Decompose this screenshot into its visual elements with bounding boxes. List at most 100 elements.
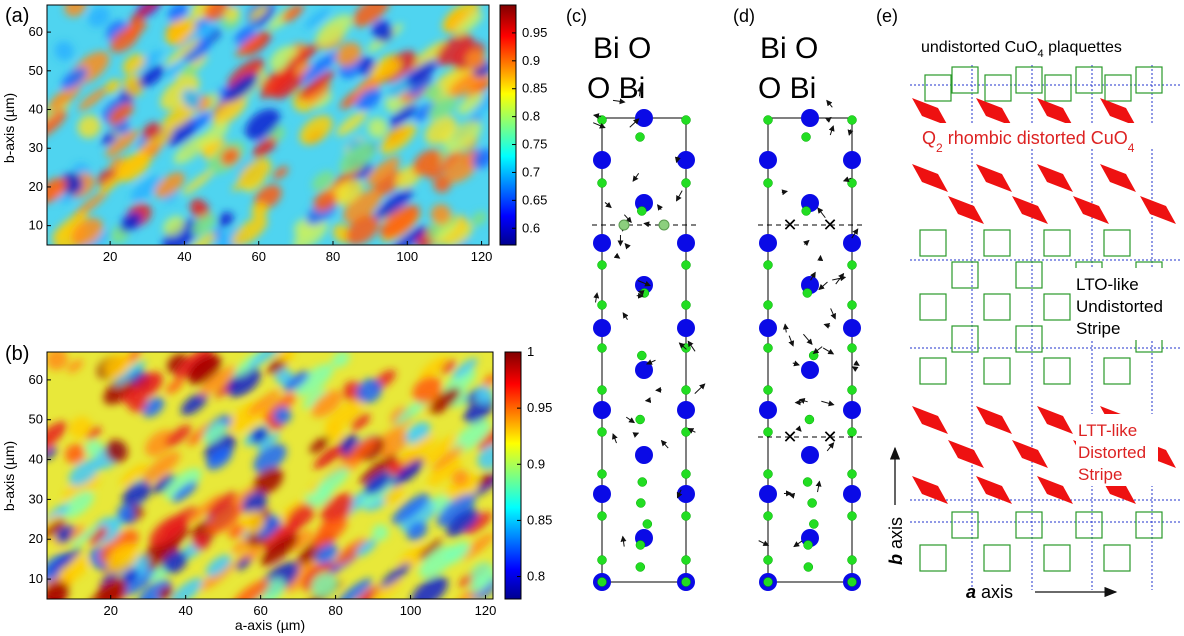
bi-atom: [593, 401, 611, 419]
heat-blob: [286, 503, 315, 529]
heat-blob: [71, 217, 104, 245]
y-tick-label-b: 20: [29, 531, 43, 546]
heat-blob: [142, 122, 162, 140]
heat-blob: [269, 69, 304, 99]
bi-atom: [759, 234, 777, 252]
colorbar-tick-label-a: 0.85: [522, 81, 547, 96]
heat-blob: [187, 494, 223, 523]
cross-mark: ✕: [782, 427, 797, 447]
vacant-o-site: [658, 219, 670, 231]
heat-blob: [272, 166, 289, 180]
heat-blob: [137, 579, 172, 599]
heat-blob: [460, 532, 493, 561]
o-atom: [804, 414, 815, 425]
heat-blob: [365, 157, 401, 186]
heat-blob: [249, 352, 286, 368]
o-atom: [763, 115, 773, 125]
heat-blob: [315, 14, 353, 46]
lattice-d: ✕ ✕ ✕ ✕: [758, 99, 862, 591]
distorted-rhombus: [948, 196, 984, 224]
heat-blob: [482, 373, 493, 387]
heat-blob: [235, 33, 265, 57]
o-atom: [847, 300, 857, 310]
panel-label-d: (d): [733, 6, 755, 26]
distorted-rhombus: [912, 164, 948, 192]
heat-blob: [217, 212, 234, 227]
x-tick-label-b: 60: [253, 603, 267, 618]
heat-blob: [343, 189, 382, 223]
lattice-c: [592, 85, 706, 591]
legend-d-row1: Bi O: [760, 32, 818, 65]
undistorted-plaquette: [1015, 511, 1043, 539]
o-atom: [597, 427, 607, 437]
heat-blob: [352, 162, 373, 180]
displacement-arrow: [676, 190, 683, 202]
heat-blob: [419, 356, 448, 380]
axis-ticks-b: 20 40 60 80 100 120 10 20 30 40 50 60: [29, 372, 497, 618]
bi-atom: [801, 361, 819, 379]
heat-blob: [251, 202, 268, 219]
heat-blob: [116, 504, 136, 524]
heat-blob: [256, 431, 281, 452]
ltt-label: LTT-like Distorted Stripe: [1076, 414, 1158, 486]
undistorted-plaquette: [1015, 66, 1043, 94]
heat-blob: [313, 190, 337, 212]
heatmap-b: [46, 351, 494, 600]
o-atom: [801, 206, 811, 216]
heat-blob: [380, 563, 411, 588]
displacement-arrow: [826, 99, 833, 108]
o-atom: [635, 414, 645, 425]
panel-label-a: (a): [5, 5, 29, 27]
o-atom: [763, 178, 773, 188]
heat-blob: [162, 550, 188, 574]
title-e: undistorted CuO4 plaquettes: [921, 39, 1122, 60]
heat-blob: [311, 517, 348, 548]
distorted-rhombus: [1037, 164, 1073, 192]
y-tick-label-a: 60: [29, 24, 43, 39]
o-atom: [847, 555, 857, 565]
o-atom: [809, 519, 819, 529]
heat-blob: [256, 515, 282, 539]
undistorted-plaquette: [983, 229, 1011, 257]
displacement-arrow: [832, 275, 847, 282]
o-atom: [763, 577, 773, 587]
heat-blob: [451, 420, 491, 454]
heat-blob: [212, 96, 248, 126]
displacement-arrow: [612, 98, 626, 105]
bi-atom: [801, 446, 819, 464]
displacement-arrow: [613, 252, 621, 259]
colorbar-tick-label-a: 0.7: [522, 164, 540, 179]
displacement-arrow: [592, 122, 606, 129]
heat-blob: [203, 5, 229, 21]
heat-blob: [189, 232, 217, 245]
displacement-arrow: [643, 221, 651, 228]
o-atom: [597, 300, 607, 310]
heat-blob: [114, 360, 147, 386]
heat-blob: [78, 87, 108, 111]
displacement-arrow: [758, 540, 770, 546]
heat-blob: [309, 436, 330, 454]
undistorted-plaquette: [919, 544, 947, 572]
x-tick-label-a: 40: [177, 249, 191, 264]
heat-blob: [182, 38, 211, 63]
heat-blob: [477, 472, 493, 487]
displacement-arrow: [620, 535, 627, 547]
displacement-arrow: [810, 271, 816, 281]
undistorted-plaquette: [984, 74, 1012, 102]
x-tick-label-a: 80: [326, 249, 340, 264]
heat-blob: [165, 61, 185, 77]
o-atom: [681, 511, 691, 521]
heat-blob: [122, 568, 139, 583]
heat-blob: [464, 511, 492, 535]
displacement-arrow: [822, 347, 835, 355]
displacement-arrow: [625, 416, 636, 424]
x-axis-label-b: a-axis (µm): [235, 617, 305, 633]
heat-blob: [192, 533, 210, 551]
o-atom: [635, 132, 645, 142]
heat-blob: [418, 539, 444, 560]
o-atom: [847, 343, 857, 353]
heat-blob: [407, 75, 434, 97]
heat-blob: [331, 352, 350, 368]
q2-label: Q2 rhombic distorted CuO4: [920, 123, 1178, 155]
heat-blob: [87, 526, 108, 545]
